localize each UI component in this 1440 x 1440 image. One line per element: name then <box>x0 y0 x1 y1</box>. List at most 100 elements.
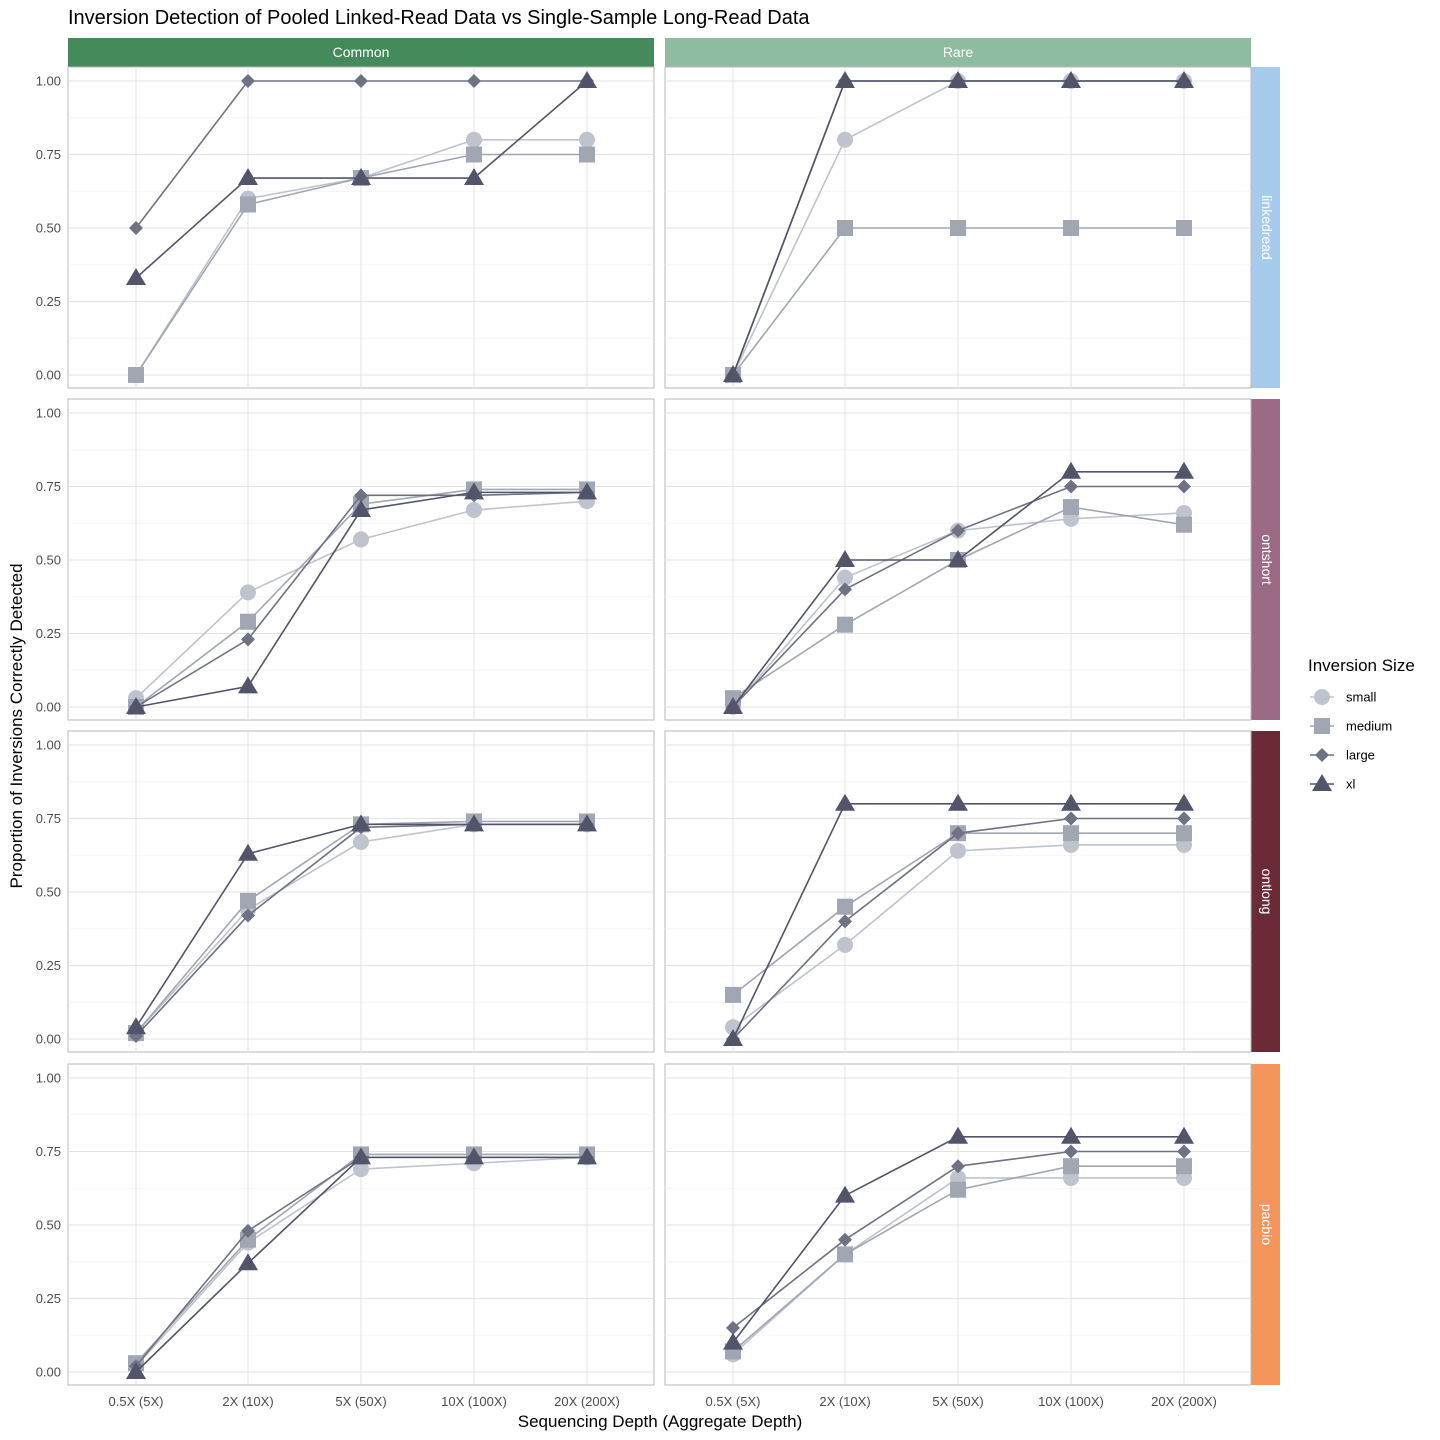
series-medium-point-4 <box>1176 516 1192 533</box>
y-tick-label: 0.75 <box>36 479 61 494</box>
series-xl-point-2 <box>948 71 968 88</box>
x-tick-label: 2X (10X) <box>222 1394 273 1409</box>
y-tick-label: 0.00 <box>36 368 61 383</box>
series-small-point-1 <box>240 584 256 601</box>
series-xl <box>126 1147 597 1379</box>
panel-ontshort-common: 0.00 0.25 0.50 0.75 1.00 <box>36 398 655 721</box>
series-large-point-2 <box>951 826 965 841</box>
panel-ontlong-common: 0.00 0.25 0.50 0.75 1.00 <box>36 730 655 1053</box>
panel-linkedread-common: 0.00 0.25 0.50 0.75 1.00 <box>36 66 655 389</box>
legend-title: Inversion Size <box>1308 656 1415 675</box>
series-xl-point-0 <box>723 365 743 382</box>
series-large-point-2 <box>951 523 965 538</box>
legend: Inversion Size small medium large xl <box>1308 656 1415 792</box>
series-large-point-2 <box>354 488 368 503</box>
series-xl-point-1 <box>238 1253 258 1271</box>
y-tick-label: 1.00 <box>36 738 61 753</box>
series-small-point-2 <box>353 1161 369 1178</box>
series-xl-point-0 <box>126 1017 146 1035</box>
series-xl-point-3 <box>464 1147 484 1165</box>
series-xl-point-3 <box>1061 1126 1081 1144</box>
row-strip-pacbio: pacbio <box>1251 1064 1280 1385</box>
col-strip-label: Common <box>333 44 390 60</box>
legend-item-label: small <box>1346 690 1376 705</box>
series-small-point-3 <box>466 502 482 519</box>
series-medium-point-3 <box>1063 499 1079 516</box>
series-xl-point-3 <box>1061 461 1081 479</box>
x-tick-label: 0.5X (5X) <box>706 1394 761 1409</box>
col-strip-common: Common <box>68 38 654 67</box>
series-large-point-3 <box>467 74 481 88</box>
legend-large-point-0 <box>1315 748 1329 762</box>
series-xl <box>126 71 597 285</box>
series-xl-point-3 <box>464 482 484 500</box>
series-medium-point-3 <box>1063 825 1079 842</box>
series-medium-point-1 <box>240 196 256 213</box>
series-large-point-4 <box>1177 811 1191 826</box>
series-large-point-0 <box>129 221 143 235</box>
series-xl-point-1 <box>238 843 258 861</box>
row-strip-label: linkedread <box>1259 195 1275 260</box>
x-tick-label: 5X (50X) <box>932 1394 983 1409</box>
series-large-point-3 <box>1064 479 1078 494</box>
series-xl-point-3 <box>464 814 484 832</box>
y-tick-label: 0.25 <box>36 958 61 973</box>
series-xl-point-4 <box>577 71 597 88</box>
panel-pacbio-common: 0.00 0.25 0.50 0.75 1.00 0.5X (5X) 2X (10X) 5X … <box>36 1063 655 1409</box>
series-large-point-1 <box>241 908 255 923</box>
series-medium-point-1 <box>240 613 256 630</box>
legend-item-label: large <box>1346 748 1375 763</box>
series-small-point-1 <box>837 936 853 953</box>
series-medium-point-1 <box>837 1246 853 1263</box>
y-tick-label: 0.50 <box>36 553 61 568</box>
series-large-point-1 <box>241 74 255 88</box>
series-xl-point-1 <box>835 793 855 811</box>
y-tick-label: 0.75 <box>36 147 61 162</box>
series-medium-point-2 <box>950 1181 966 1198</box>
legend-item-medium: medium <box>1310 718 1392 734</box>
x-tick-label: 10X (100X) <box>1038 1394 1104 1409</box>
row-strip-ontshort: ontshort <box>1251 399 1280 720</box>
series-small-point-1 <box>837 569 853 586</box>
y-tick-label: 0.50 <box>36 1218 61 1233</box>
series-xl-point-0 <box>723 1332 743 1350</box>
series-large-point-1 <box>838 914 852 929</box>
series-xl-point-4 <box>1174 71 1194 88</box>
legend-item-small: small <box>1310 689 1376 705</box>
legend-item-large: large <box>1310 748 1375 763</box>
series-medium-point-1 <box>837 898 853 915</box>
series-xl-point-4 <box>577 814 597 832</box>
panel-linkedread-rare <box>664 66 1252 389</box>
series-xl-point-2 <box>351 500 371 518</box>
series-xl-point-4 <box>1174 793 1194 811</box>
series-xl-point-1 <box>238 168 258 186</box>
series-medium-point-3 <box>466 146 482 163</box>
legend-small-point-0 <box>1314 689 1330 705</box>
series-medium-point-3 <box>1063 220 1079 236</box>
x-tick-label: 2X (10X) <box>819 1394 870 1409</box>
col-strip-label: Rare <box>943 44 974 60</box>
series-medium-point-1 <box>240 892 256 909</box>
series-large-point-1 <box>241 632 255 647</box>
y-tick-label: 0.25 <box>36 294 61 309</box>
row-strip-linkedread: linkedread <box>1251 67 1280 388</box>
legend-xl-point-0 <box>1312 774 1332 791</box>
x-axis-label: Sequencing Depth (Aggregate Depth) <box>518 1412 802 1431</box>
series-large-point-0 <box>726 1320 740 1335</box>
panel-ontlong-rare <box>664 730 1252 1053</box>
row-strip-ontlong: ontlong <box>1251 731 1280 1052</box>
y-tick-label: 0.50 <box>36 221 61 236</box>
series-medium-point-2 <box>950 220 966 236</box>
series-large-point-3 <box>1064 1144 1078 1159</box>
series-xl <box>723 793 1194 1046</box>
series-large-point-2 <box>951 1159 965 1174</box>
series-xl-point-0 <box>126 697 146 714</box>
x-tick-label: 5X (50X) <box>335 1394 386 1409</box>
series-xl-point-2 <box>948 1126 968 1144</box>
chart-title: Inversion Detection of Pooled Linked-Rea… <box>68 7 810 29</box>
y-axis-label: Proportion of Inversions Correctly Detec… <box>7 563 26 888</box>
series-large-point-4 <box>1177 1144 1191 1159</box>
series-xl-point-1 <box>835 550 855 567</box>
series-xl-point-0 <box>723 697 743 714</box>
